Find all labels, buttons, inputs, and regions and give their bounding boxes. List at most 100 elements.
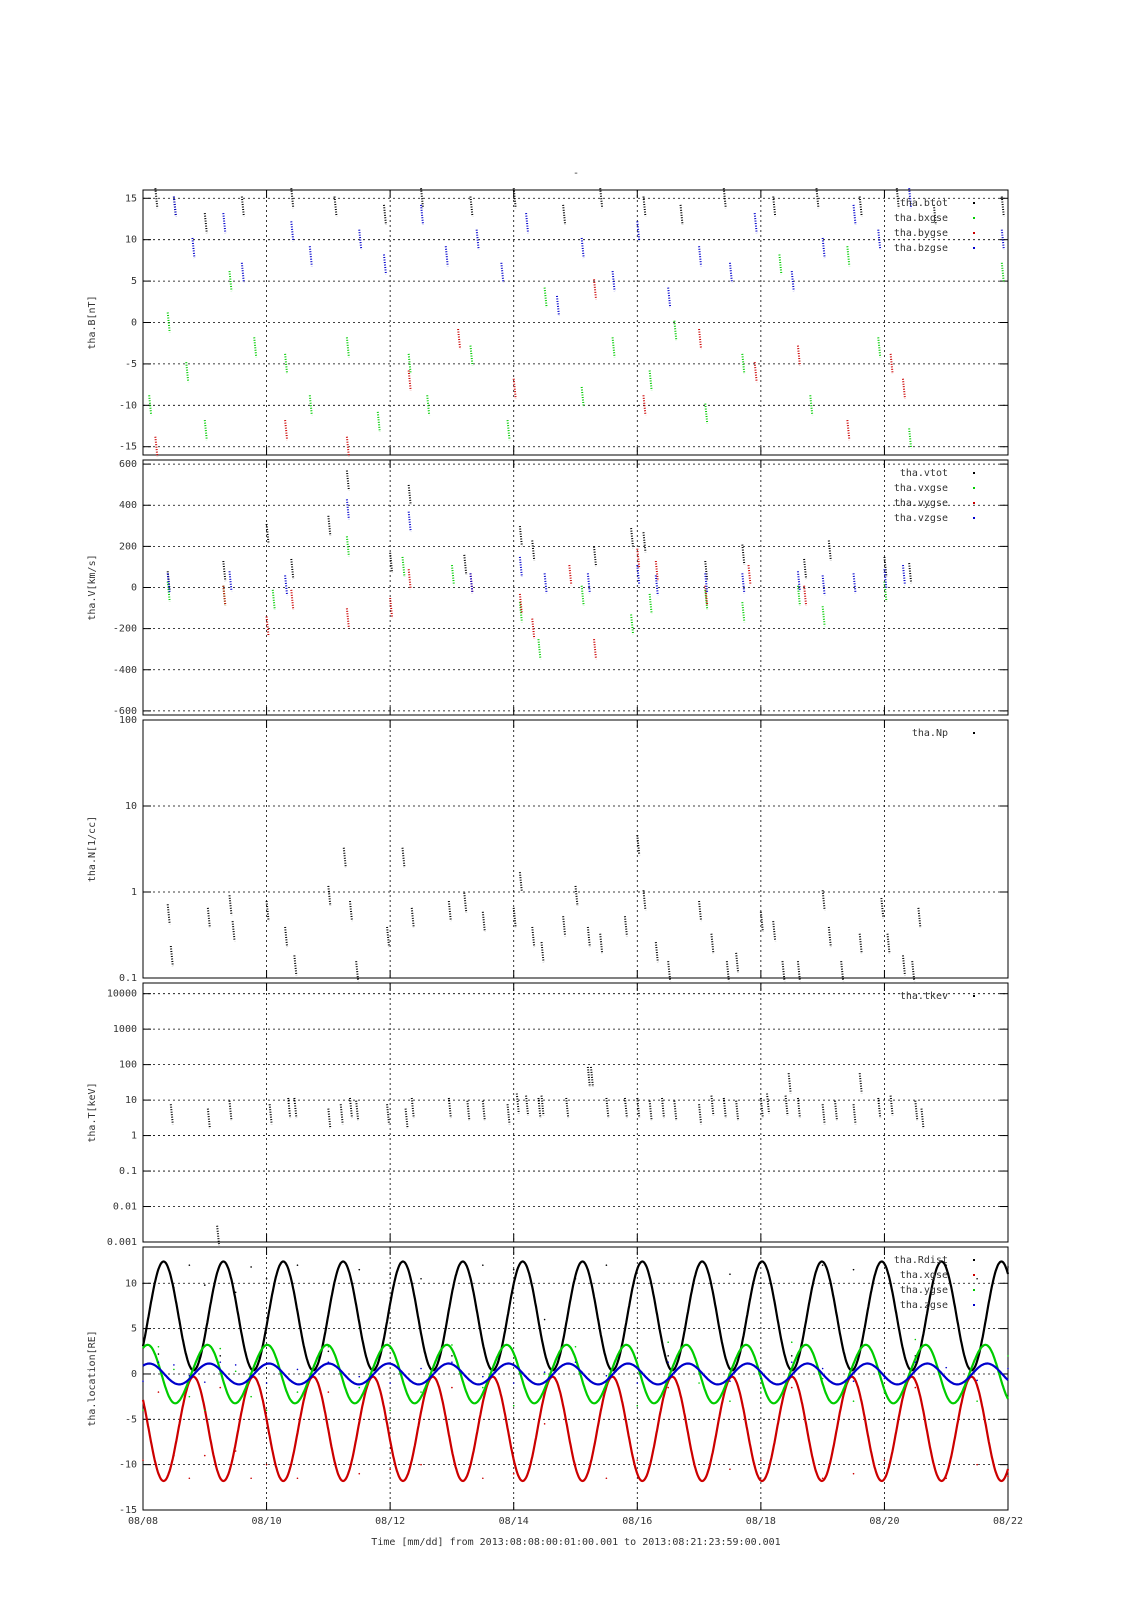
y-axis-label: tha.N[1/cc] bbox=[87, 816, 98, 882]
data-point bbox=[821, 1367, 824, 1370]
data-point bbox=[741, 602, 746, 623]
data-point bbox=[407, 353, 412, 375]
legend-label: tha.vtot bbox=[900, 468, 948, 479]
data-point bbox=[661, 1097, 665, 1119]
data-point bbox=[265, 616, 270, 637]
y-tick-label: 0.01 bbox=[113, 1202, 137, 1213]
data-point bbox=[636, 1382, 639, 1384]
data-point bbox=[827, 540, 832, 561]
legend-marker bbox=[973, 1259, 975, 1261]
data-point bbox=[729, 1380, 731, 1383]
data-point bbox=[877, 229, 882, 250]
data-point bbox=[945, 1264, 948, 1266]
data-point bbox=[540, 942, 545, 963]
legend-label: tha.Np bbox=[912, 728, 948, 739]
data-point bbox=[568, 565, 573, 586]
data-point bbox=[466, 1100, 471, 1121]
data-point bbox=[698, 328, 703, 350]
y-tick-label: 400 bbox=[119, 500, 137, 511]
data-point bbox=[515, 1093, 520, 1114]
y-axis-label: tha.location[RE] bbox=[87, 1330, 98, 1426]
data-point bbox=[420, 204, 425, 225]
data-point bbox=[420, 1463, 422, 1466]
data-point bbox=[342, 847, 347, 868]
legend-label: tha.vzgse bbox=[894, 513, 948, 524]
data-point bbox=[512, 907, 517, 928]
data-point bbox=[420, 1391, 422, 1393]
data-point bbox=[410, 1097, 415, 1119]
data-point bbox=[355, 961, 360, 982]
y-tick-label: 100 bbox=[119, 1060, 137, 1071]
data-point bbox=[518, 872, 523, 893]
data-point bbox=[901, 565, 906, 586]
data-point bbox=[648, 370, 653, 391]
data-point bbox=[531, 540, 536, 561]
data-point bbox=[852, 1472, 855, 1475]
data-point bbox=[565, 1097, 570, 1119]
data-point bbox=[293, 1097, 298, 1119]
data-point bbox=[673, 1100, 678, 1121]
data-point bbox=[543, 1318, 546, 1321]
data-point bbox=[883, 581, 888, 602]
data-point bbox=[760, 1391, 762, 1393]
data-point bbox=[188, 1395, 191, 1398]
data-point bbox=[469, 345, 474, 366]
data-point bbox=[729, 1400, 731, 1402]
data-point bbox=[376, 411, 381, 432]
data-point bbox=[889, 353, 894, 375]
data-point bbox=[852, 1268, 855, 1271]
data-point bbox=[883, 1391, 886, 1393]
data-point bbox=[698, 1264, 700, 1266]
panel-5: -15 -10 -5 0 5 10 08/08 08/10 08/12 08/14 08/16 08/… bbox=[87, 1246, 1023, 1527]
data-point bbox=[976, 1277, 978, 1280]
data-point bbox=[790, 1355, 793, 1357]
y-tick-label: 100 bbox=[119, 715, 137, 726]
data-point bbox=[475, 229, 480, 250]
data-point bbox=[605, 1374, 608, 1377]
data-point bbox=[852, 1380, 855, 1383]
data-point bbox=[219, 1361, 222, 1363]
data-point bbox=[222, 560, 227, 582]
data-point bbox=[840, 961, 845, 982]
data-point bbox=[358, 229, 363, 250]
data-point bbox=[512, 378, 517, 399]
series-tha-btot bbox=[154, 188, 1005, 234]
data-point bbox=[1007, 1266, 1009, 1268]
data-point bbox=[482, 1375, 484, 1378]
data-point bbox=[911, 961, 916, 982]
x-tick-label: 08/18 bbox=[746, 1516, 776, 1527]
data-point bbox=[219, 1347, 222, 1350]
y-tick-label: 1 bbox=[131, 1131, 137, 1142]
data-point bbox=[698, 1104, 703, 1125]
data-point bbox=[389, 1382, 391, 1384]
data-point bbox=[142, 1380, 144, 1383]
legend-label: tha.ygse bbox=[900, 1285, 948, 1296]
data-point bbox=[389, 1409, 391, 1412]
panel-1: -15 -10 -5 0 5 10 15 tha.B[nT] tha.btot tha.bxgse… bbox=[87, 188, 1009, 457]
y-tick-label: 200 bbox=[119, 541, 137, 552]
data-point bbox=[543, 1423, 546, 1425]
data-point bbox=[203, 1409, 206, 1412]
data-point bbox=[308, 395, 313, 416]
figure-top-title: - bbox=[573, 168, 579, 179]
data-point bbox=[1000, 196, 1005, 217]
data-point bbox=[469, 196, 474, 217]
data-point bbox=[945, 1477, 948, 1480]
data-point bbox=[729, 1273, 731, 1276]
data-point bbox=[821, 890, 826, 911]
series-tha-xgse bbox=[141, 1375, 1010, 1483]
data-point bbox=[753, 213, 758, 234]
data-point bbox=[420, 1367, 422, 1370]
data-point bbox=[327, 1361, 330, 1363]
data-point bbox=[296, 1264, 299, 1266]
data-point bbox=[642, 890, 647, 911]
data-point bbox=[240, 196, 245, 217]
data-point bbox=[173, 1364, 175, 1366]
data-point bbox=[772, 921, 777, 942]
data-point bbox=[355, 1100, 360, 1121]
data-point bbox=[407, 370, 412, 391]
data-point bbox=[206, 1108, 211, 1129]
legend-marker bbox=[973, 487, 975, 489]
data-point bbox=[605, 1097, 610, 1119]
